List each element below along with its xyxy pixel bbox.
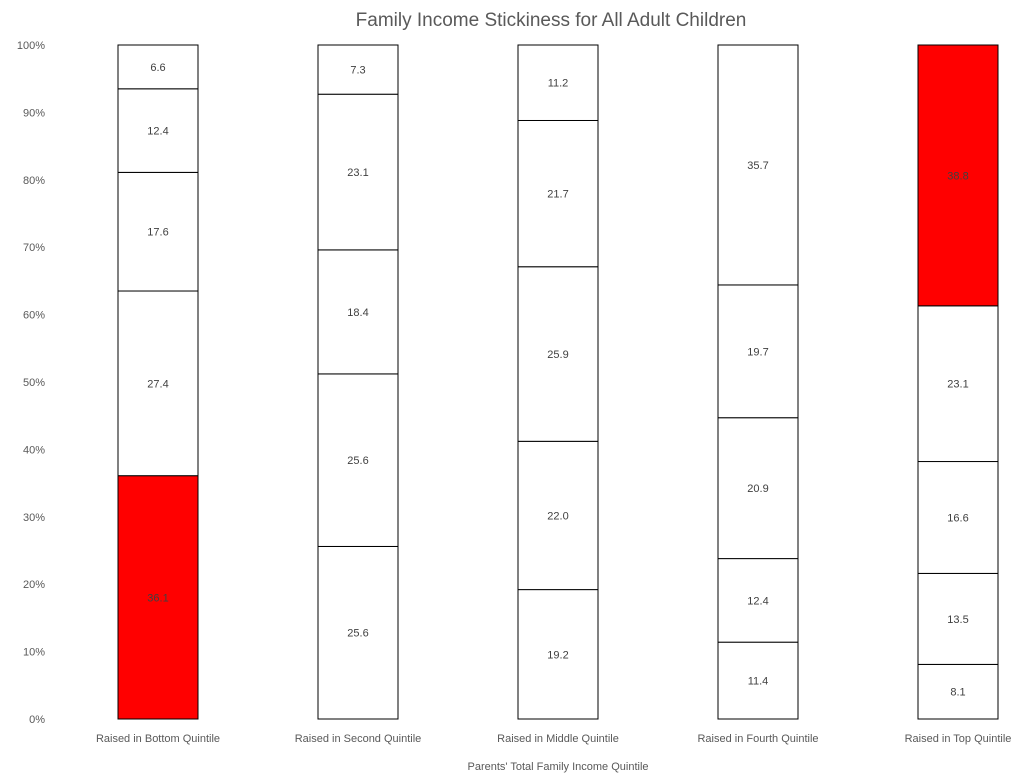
bar-segment <box>717 558 799 643</box>
y-tick-label: 90% <box>23 107 45 119</box>
data-label: 20.9 <box>747 483 768 495</box>
data-label: 17.6 <box>147 227 168 239</box>
data-label: 35.7 <box>747 160 768 172</box>
y-tick-label: 10% <box>23 647 45 659</box>
bar-segment <box>917 305 999 463</box>
data-label: 12.4 <box>147 126 168 138</box>
data-label: 27.4 <box>147 378 168 390</box>
bar-segment <box>117 290 199 477</box>
data-label: 25.9 <box>547 349 568 361</box>
bar-segment <box>317 93 399 251</box>
y-tick-label: 100% <box>17 40 45 52</box>
chart-title: Family Income Stickiness for All Adult C… <box>356 10 747 31</box>
data-label: 12.4 <box>747 595 768 607</box>
bar-segment <box>517 440 599 591</box>
data-label: 11.4 <box>748 676 769 688</box>
bar-segment <box>317 249 399 375</box>
data-label: 7.3 <box>350 65 365 77</box>
bar-segment <box>317 373 399 547</box>
category-label: Raised in Second Quintile <box>295 733 422 745</box>
bar-segment <box>717 641 799 720</box>
bar-segment <box>117 475 199 720</box>
category-label: Raised in Top Quintile <box>905 733 1012 745</box>
data-label: 25.6 <box>347 455 368 467</box>
y-tick-label: 70% <box>23 242 45 254</box>
data-label: 23.1 <box>347 167 368 179</box>
bar-segment <box>717 44 799 286</box>
data-label: 8.1 <box>950 687 965 699</box>
y-tick-label: 0% <box>29 714 45 726</box>
bar-segment <box>117 44 199 90</box>
bar-segment <box>717 284 799 419</box>
x-axis-title: Parents' Total Family Income Quintile <box>467 761 648 773</box>
y-tick-label: 80% <box>23 175 45 187</box>
bar-segment <box>917 461 999 574</box>
bar-segment <box>517 266 599 442</box>
y-tick-label: 60% <box>23 310 45 322</box>
x-axis: Raised in Bottom Quintile Raised in Secon… <box>96 733 1011 745</box>
y-tick-label: 50% <box>23 377 45 389</box>
data-label: 11.2 <box>548 78 569 90</box>
y-tick-label: 30% <box>23 512 45 524</box>
y-axis: 0% 10% 20% 30% 40% 50% 60% 70% 80% 90% 100% <box>17 40 45 726</box>
data-label: 18.4 <box>347 307 368 319</box>
category-label: Raised in Bottom Quintile <box>96 733 220 745</box>
bar-segment <box>917 44 999 307</box>
data-label: 19.7 <box>747 346 768 358</box>
bar-segment <box>917 663 999 720</box>
data-label: 16.6 <box>947 512 968 524</box>
bar-segment <box>317 545 399 720</box>
data-label: 25.6 <box>347 628 368 640</box>
data-label: 22.0 <box>547 510 568 522</box>
bars: 36.1 27.4 17.6 12.4 6.6 25.6 25.6 18.4 23.1 7.3 19… <box>117 44 999 720</box>
bar-segment <box>517 589 599 720</box>
data-label: 13.5 <box>947 614 968 626</box>
bar-segment <box>517 44 599 121</box>
category-label: Raised in Middle Quintile <box>497 733 619 745</box>
data-label: 36.1 <box>147 592 168 604</box>
data-label: 23.1 <box>947 379 968 391</box>
category-label: Raised in Fourth Quintile <box>697 733 818 745</box>
bar-segment <box>117 88 199 173</box>
bar-segment <box>317 44 399 95</box>
y-tick-label: 20% <box>23 579 45 591</box>
bar-segment <box>717 417 799 560</box>
y-tick-label: 40% <box>23 444 45 456</box>
data-label: 19.2 <box>547 649 568 661</box>
data-label: 38.8 <box>947 170 968 182</box>
data-label: 21.7 <box>547 189 568 201</box>
data-label: 6.6 <box>150 62 165 74</box>
